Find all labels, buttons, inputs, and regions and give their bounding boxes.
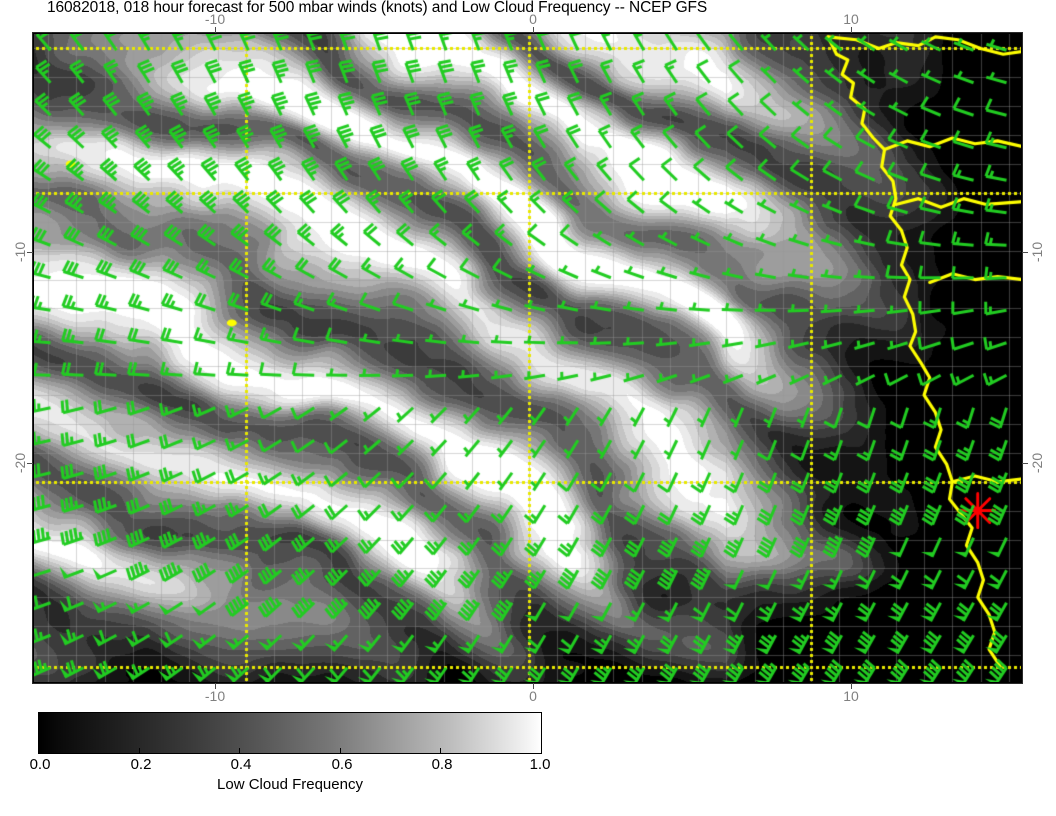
y-tickmark-right-0	[1022, 252, 1028, 253]
y-tick-left-minus20: -20	[12, 452, 28, 474]
x-tick-bottom-minus10: -10	[204, 688, 226, 704]
x-tick-top-10: 10	[843, 11, 859, 27]
colorbar-tickmark-0	[38, 748, 39, 754]
colorbar-tick-0p6: 0.6	[331, 756, 353, 773]
x-tickmark-bottom-2	[851, 683, 852, 689]
y-tick-left-minus10: -10	[12, 241, 28, 263]
colorbar[interactable]	[38, 712, 542, 754]
wind-barbs-overlay	[34, 34, 1021, 682]
x-tickmark-bottom-0	[215, 683, 216, 689]
y-tick-right-minus10: -10	[1029, 241, 1045, 263]
x-tickmark-top-0	[215, 27, 216, 33]
y-tick-right-minus20: -20	[1029, 452, 1045, 474]
y-tickmark-left-1	[27, 463, 33, 464]
x-tick-top-minus10: -10	[204, 11, 226, 27]
page-title: 16082018, 018 hour forecast for 500 mbar…	[47, 0, 708, 16]
colorbar-tick-0: 0.0	[29, 756, 51, 773]
colorbar-tickmark-5	[541, 748, 542, 754]
colorbar-tick-0p2: 0.2	[130, 756, 152, 773]
y-tickmark-right-1	[1022, 463, 1028, 464]
colorbar-tickmark-1	[139, 748, 140, 754]
colorbar-label: Low Cloud Frequency	[217, 776, 363, 793]
x-tickmark-bottom-1	[533, 683, 534, 689]
colorbar-tickmark-3	[340, 748, 341, 754]
colorbar-tick-1: 1.0	[529, 756, 551, 773]
colorbar-tick-0p8: 0.8	[431, 756, 453, 773]
x-tickmark-top-2	[851, 27, 852, 33]
x-tick-bottom-zero: 0	[529, 688, 537, 704]
colorbar-tick-0p4: 0.4	[230, 756, 252, 773]
colorbar-gradient	[38, 712, 542, 754]
colorbar-tickmark-4	[440, 748, 441, 754]
x-tickmark-top-1	[533, 27, 534, 33]
colorbar-tickmark-2	[239, 748, 240, 754]
x-tick-top-zero: 0	[529, 11, 537, 27]
y-tickmark-left-0	[27, 252, 33, 253]
x-tick-bottom-10: 10	[843, 688, 859, 704]
map-plot-area[interactable]	[33, 33, 1022, 683]
